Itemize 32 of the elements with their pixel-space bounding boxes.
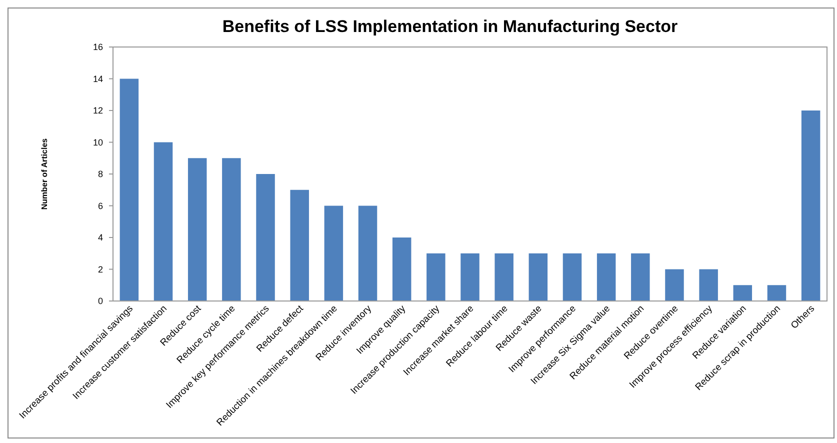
chart-title: Benefits of LSS Implementation in Manufacturing Sector (222, 17, 678, 36)
bar (494, 253, 514, 301)
bar (256, 174, 275, 301)
bar (699, 269, 718, 301)
bar (460, 253, 480, 301)
bar (290, 190, 309, 301)
y-tick-label: 14 (92, 74, 103, 84)
y-tick-label: 4 (98, 232, 103, 243)
bar (154, 142, 173, 301)
bar (120, 78, 139, 301)
bar (596, 253, 616, 301)
bar (392, 238, 412, 301)
y-tick-label: 16 (92, 42, 103, 52)
y-tick-label: 6 (98, 200, 103, 211)
bar (631, 253, 650, 301)
bar (324, 206, 344, 301)
y-tick-label: 2 (98, 264, 103, 274)
y-tick-label: 10 (92, 137, 103, 148)
y-tick-label: 12 (92, 106, 103, 116)
y-tick-label: 0 (98, 296, 103, 306)
bar (562, 253, 582, 301)
bar (358, 206, 378, 301)
bar (665, 269, 684, 301)
bar (767, 285, 786, 301)
bar (426, 253, 446, 301)
bar (222, 158, 241, 301)
y-axis-title: Number of Articles (40, 138, 49, 210)
bar (733, 285, 752, 301)
bar (801, 110, 820, 301)
y-tick-label: 8 (98, 169, 103, 180)
bar (528, 253, 548, 301)
bar (188, 158, 207, 301)
